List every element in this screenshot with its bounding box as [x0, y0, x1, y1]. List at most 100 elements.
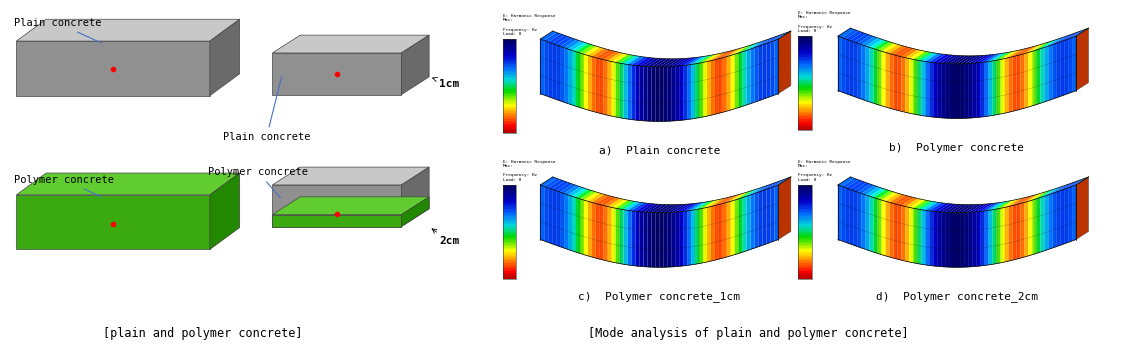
Bar: [502, 102, 516, 104]
Polygon shape: [210, 19, 240, 96]
Bar: [502, 185, 516, 187]
Bar: [798, 82, 812, 83]
Bar: [798, 47, 812, 49]
Text: 2cm: 2cm: [432, 229, 459, 246]
Bar: [502, 188, 516, 190]
Bar: [798, 215, 812, 216]
Bar: [798, 191, 812, 193]
Bar: [502, 105, 516, 107]
Bar: [798, 221, 812, 222]
Polygon shape: [401, 197, 429, 227]
Bar: [798, 88, 812, 89]
Bar: [502, 111, 516, 113]
Bar: [502, 78, 516, 80]
Bar: [502, 88, 516, 89]
Polygon shape: [401, 167, 429, 227]
Text: E: Harmonic Response
Max:

Frequency: Hz
Load: 0: E: Harmonic Response Max: Frequency: Hz …: [798, 159, 851, 182]
Bar: [798, 46, 812, 47]
Bar: [502, 241, 516, 243]
Bar: [798, 265, 812, 267]
Polygon shape: [272, 185, 401, 227]
Bar: [502, 108, 516, 110]
Bar: [502, 107, 516, 108]
Bar: [798, 99, 812, 100]
Bar: [798, 185, 812, 279]
Bar: [502, 41, 516, 42]
Bar: [502, 53, 516, 55]
Bar: [502, 218, 516, 220]
Text: [plain and polymer concrete]: [plain and polymer concrete]: [103, 327, 303, 340]
Text: d)  Polymer concrete_2cm: d) Polymer concrete_2cm: [876, 291, 1038, 302]
Bar: [502, 248, 516, 249]
Bar: [798, 87, 812, 88]
Bar: [502, 48, 516, 50]
Bar: [798, 245, 812, 246]
Bar: [798, 113, 812, 115]
Bar: [798, 107, 812, 108]
Bar: [502, 257, 516, 259]
Bar: [798, 61, 812, 63]
Polygon shape: [272, 197, 429, 215]
Polygon shape: [272, 35, 429, 53]
Bar: [502, 254, 516, 256]
Bar: [798, 254, 812, 256]
Bar: [798, 201, 812, 202]
Bar: [798, 80, 812, 82]
Text: Plain concrete: Plain concrete: [15, 18, 102, 43]
Bar: [798, 268, 812, 270]
Polygon shape: [16, 173, 240, 195]
Polygon shape: [779, 177, 791, 240]
Bar: [798, 64, 812, 66]
Bar: [798, 60, 812, 61]
Polygon shape: [210, 173, 240, 250]
Bar: [798, 79, 812, 80]
Bar: [502, 270, 516, 271]
Bar: [798, 278, 812, 279]
Bar: [798, 108, 812, 110]
Bar: [798, 102, 812, 104]
Bar: [502, 235, 516, 237]
Bar: [798, 230, 812, 232]
Bar: [502, 193, 516, 194]
Bar: [502, 229, 516, 230]
Bar: [798, 66, 812, 68]
Bar: [798, 74, 812, 75]
Bar: [798, 57, 812, 58]
Bar: [502, 246, 516, 248]
Bar: [798, 262, 812, 263]
Bar: [798, 240, 812, 241]
Bar: [502, 252, 516, 254]
Bar: [502, 127, 516, 129]
Bar: [798, 239, 812, 240]
Bar: [502, 276, 516, 278]
Bar: [502, 256, 516, 257]
Bar: [798, 210, 812, 212]
Bar: [798, 98, 812, 99]
Bar: [798, 115, 812, 116]
Bar: [798, 190, 812, 191]
Bar: [798, 229, 812, 230]
Bar: [798, 276, 812, 278]
Bar: [502, 113, 516, 115]
Bar: [502, 222, 516, 224]
Bar: [502, 215, 516, 216]
Bar: [502, 70, 516, 72]
Bar: [798, 198, 812, 199]
Bar: [502, 226, 516, 227]
Bar: [502, 116, 516, 117]
Bar: [798, 122, 812, 124]
Bar: [798, 187, 812, 188]
Bar: [502, 97, 516, 99]
Bar: [502, 63, 516, 64]
Bar: [798, 38, 812, 39]
Bar: [502, 85, 516, 86]
Bar: [798, 241, 812, 243]
Bar: [798, 257, 812, 259]
Bar: [798, 68, 812, 69]
Bar: [502, 237, 516, 239]
Bar: [502, 216, 516, 218]
Bar: [502, 58, 516, 59]
Bar: [502, 274, 516, 276]
Bar: [798, 110, 812, 111]
Bar: [502, 259, 516, 260]
